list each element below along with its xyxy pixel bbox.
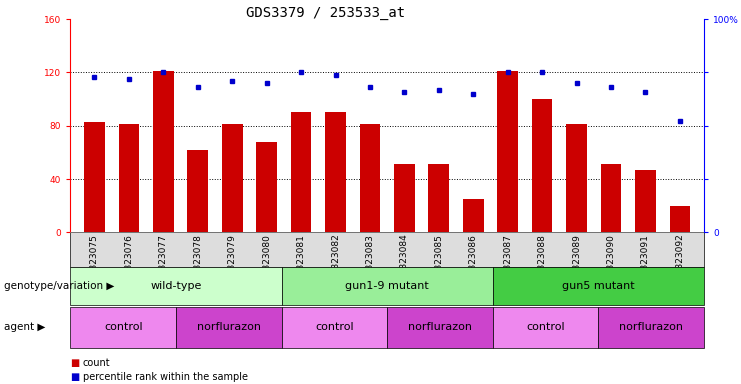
Bar (566, 124, 587, 232)
Bar (256, 142, 277, 232)
Text: genotype/variation ▶: genotype/variation ▶ (4, 281, 114, 291)
Text: percentile rank within the sample: percentile rank within the sample (83, 372, 248, 382)
Bar (84, 122, 104, 232)
Text: wild-type: wild-type (150, 281, 202, 291)
Bar (359, 124, 380, 232)
Bar (119, 124, 139, 232)
Text: count: count (83, 358, 110, 368)
Bar (325, 113, 346, 232)
Bar (428, 164, 449, 232)
Bar (153, 71, 173, 232)
Text: gun5 mutant: gun5 mutant (562, 281, 635, 291)
Bar (670, 206, 690, 232)
Text: control: control (526, 322, 565, 333)
Text: control: control (104, 322, 142, 333)
Bar (222, 124, 242, 232)
Text: GDS3379 / 253533_at: GDS3379 / 253533_at (247, 6, 405, 20)
Bar (187, 150, 208, 232)
Text: ■: ■ (70, 358, 79, 368)
Bar (635, 170, 656, 232)
Bar (394, 164, 415, 232)
Text: gun1-9 mutant: gun1-9 mutant (345, 281, 429, 291)
Text: norflurazon: norflurazon (619, 322, 683, 333)
Bar (290, 113, 311, 232)
Text: norflurazon: norflurazon (197, 322, 261, 333)
Text: control: control (315, 322, 353, 333)
Text: ■: ■ (70, 372, 79, 382)
Bar (497, 71, 518, 232)
Text: norflurazon: norflurazon (408, 322, 472, 333)
Bar (601, 164, 621, 232)
Bar (532, 99, 553, 232)
Bar (463, 199, 484, 232)
Text: agent ▶: agent ▶ (4, 322, 45, 333)
